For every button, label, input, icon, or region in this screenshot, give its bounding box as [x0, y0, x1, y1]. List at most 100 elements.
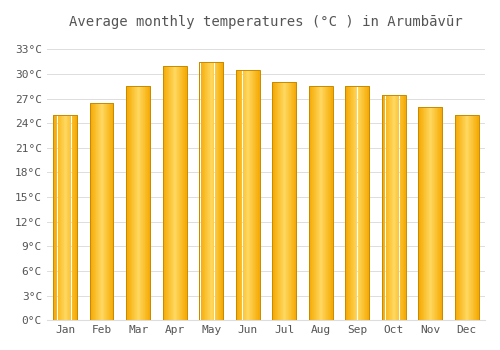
Bar — [144, 86, 145, 320]
Bar — [456, 115, 458, 320]
Bar — [217, 62, 218, 320]
Bar — [178, 66, 179, 320]
Bar — [177, 66, 178, 320]
Bar — [147, 86, 148, 320]
Bar — [478, 115, 479, 320]
Bar — [315, 86, 316, 320]
Bar — [272, 82, 296, 320]
Bar — [109, 103, 110, 320]
Bar — [163, 66, 164, 320]
Bar — [400, 94, 402, 320]
Bar — [107, 103, 108, 320]
Bar — [330, 86, 332, 320]
Bar — [347, 86, 348, 320]
Bar — [210, 62, 211, 320]
Bar — [323, 86, 324, 320]
Bar — [438, 107, 439, 320]
Bar — [58, 115, 59, 320]
Bar — [427, 107, 428, 320]
Bar — [279, 82, 280, 320]
Bar — [111, 103, 112, 320]
Bar — [99, 103, 100, 320]
Bar — [223, 62, 224, 320]
Bar — [71, 115, 72, 320]
Bar — [324, 86, 325, 320]
Bar — [282, 82, 284, 320]
Bar — [242, 70, 243, 320]
Bar — [211, 62, 212, 320]
Bar — [357, 86, 358, 320]
Bar — [201, 62, 202, 320]
Bar — [239, 70, 240, 320]
Bar — [455, 115, 456, 320]
Bar — [326, 86, 327, 320]
Bar — [76, 115, 77, 320]
Bar — [216, 62, 217, 320]
Bar — [355, 86, 356, 320]
Bar — [56, 115, 57, 320]
Bar — [431, 107, 432, 320]
Bar — [350, 86, 351, 320]
Bar — [134, 86, 135, 320]
Bar — [200, 62, 201, 320]
Bar — [174, 66, 175, 320]
Bar — [356, 86, 357, 320]
Bar — [383, 94, 384, 320]
Bar — [250, 70, 251, 320]
Bar — [72, 115, 74, 320]
Bar — [172, 66, 173, 320]
Bar — [103, 103, 104, 320]
Bar — [126, 86, 150, 320]
Bar — [396, 94, 397, 320]
Bar — [173, 66, 174, 320]
Bar — [65, 115, 66, 320]
Bar — [135, 86, 136, 320]
Bar — [474, 115, 475, 320]
Bar — [221, 62, 222, 320]
Bar — [137, 86, 138, 320]
Bar — [290, 82, 291, 320]
Bar — [74, 115, 75, 320]
Bar — [256, 70, 257, 320]
Bar — [363, 86, 364, 320]
Bar — [54, 115, 77, 320]
Bar — [310, 86, 312, 320]
Bar — [472, 115, 473, 320]
Bar — [312, 86, 313, 320]
Bar — [399, 94, 400, 320]
Bar — [440, 107, 441, 320]
Bar — [148, 86, 149, 320]
Bar — [243, 70, 244, 320]
Bar — [292, 82, 293, 320]
Bar — [91, 103, 92, 320]
Bar — [423, 107, 424, 320]
Bar — [468, 115, 469, 320]
Bar — [218, 62, 219, 320]
Bar — [222, 62, 223, 320]
Bar — [352, 86, 353, 320]
Bar — [390, 94, 391, 320]
Bar — [180, 66, 181, 320]
Bar — [69, 115, 70, 320]
Bar — [64, 115, 65, 320]
Bar — [92, 103, 93, 320]
Bar — [100, 103, 102, 320]
Bar — [249, 70, 250, 320]
Bar — [321, 86, 322, 320]
Bar — [313, 86, 314, 320]
Bar — [358, 86, 360, 320]
Bar — [240, 70, 242, 320]
Bar — [66, 115, 67, 320]
Bar — [108, 103, 109, 320]
Bar — [133, 86, 134, 320]
Bar — [94, 103, 95, 320]
Bar — [419, 107, 420, 320]
Bar — [75, 115, 76, 320]
Bar — [285, 82, 286, 320]
Bar — [176, 66, 177, 320]
Bar — [382, 94, 383, 320]
Bar — [219, 62, 220, 320]
Bar — [395, 94, 396, 320]
Bar — [141, 86, 142, 320]
Bar — [309, 86, 310, 320]
